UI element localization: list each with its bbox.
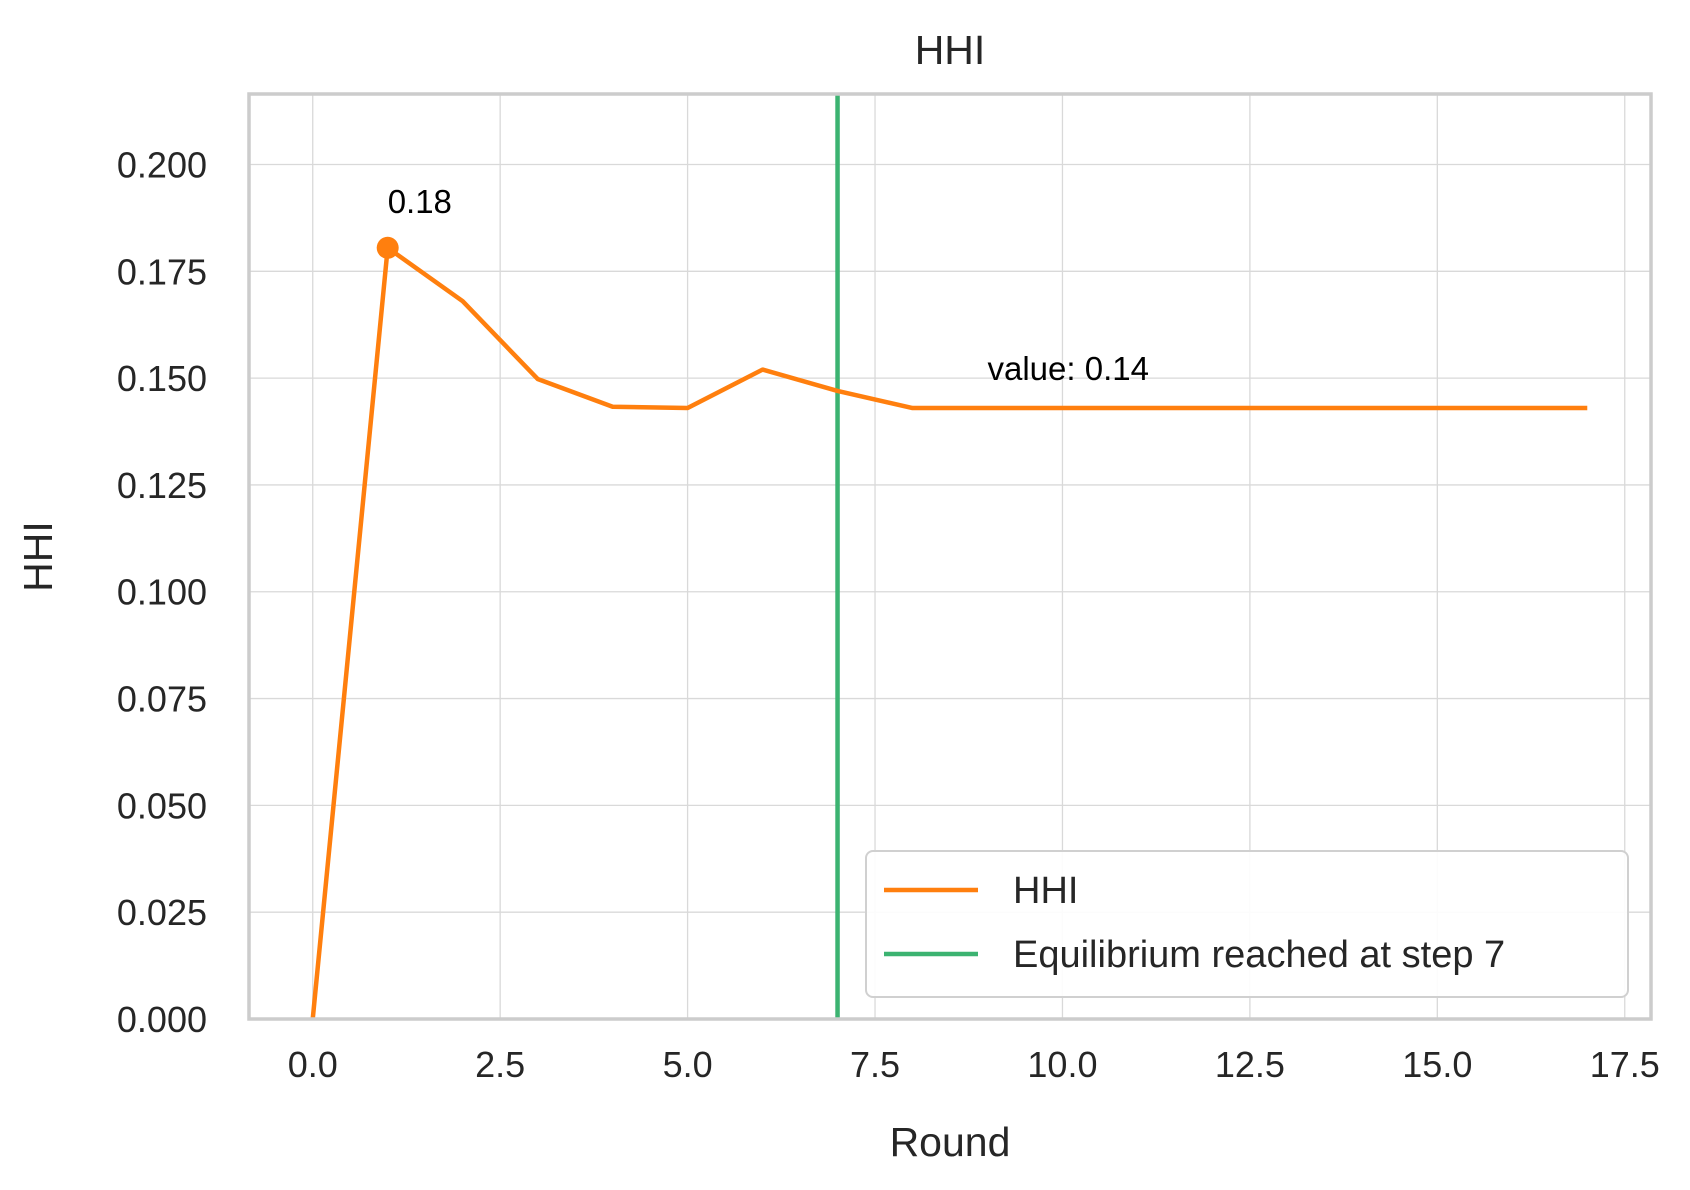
plot-data: [310, 94, 1588, 1020]
chart-title: HHI: [915, 27, 986, 73]
legend-label-equilibrium: Equilibrium reached at step 7: [1013, 934, 1505, 976]
peak-marker: [376, 236, 399, 259]
y-tick-label: 0.075: [117, 679, 207, 720]
x-tick-label: 0.0: [288, 1044, 338, 1085]
y-tick-label: 0.125: [117, 465, 207, 506]
y-tick-label: 0.150: [117, 358, 207, 399]
x-tick-label: 17.5: [1590, 1044, 1660, 1085]
value-annotation: value: 0.14: [987, 350, 1148, 387]
y-tick-label: 0.025: [117, 892, 207, 933]
x-tick-label: 2.5: [475, 1044, 525, 1085]
y-tick-label: 0.175: [117, 251, 207, 292]
y-tick-label: 0.000: [117, 999, 207, 1040]
x-tick-label: 15.0: [1402, 1044, 1472, 1085]
legend-label-hhi: HHI: [1013, 870, 1078, 912]
x-tick-label: 5.0: [663, 1044, 713, 1085]
peak-annotation: 0.18: [388, 183, 452, 220]
y-axis-title: HHI: [15, 521, 61, 592]
legend: HHI Equilibrium reached at step 7: [865, 850, 1629, 998]
x-tick-label: 7.5: [850, 1044, 900, 1085]
x-tick-label: 12.5: [1215, 1044, 1285, 1085]
axis-ticks: 0.0 2.5 5.0 7.5 10.0 12.5 15.0 17.5 0.000 0.025 0.…: [117, 144, 1660, 1085]
hhi-series-line: [310, 245, 1588, 1020]
annotations: 0.18 value: 0.14: [376, 183, 1149, 387]
plot-frame: [247, 92, 1653, 1021]
y-tick-label: 0.050: [117, 785, 207, 826]
legend-box: [865, 850, 1629, 998]
y-tick-label: 0.200: [117, 144, 207, 185]
grid-lines: [249, 94, 1651, 1020]
y-tick-label: 0.100: [117, 572, 207, 613]
x-axis-title: Round: [890, 1119, 1011, 1165]
x-tick-label: 10.0: [1027, 1044, 1097, 1085]
